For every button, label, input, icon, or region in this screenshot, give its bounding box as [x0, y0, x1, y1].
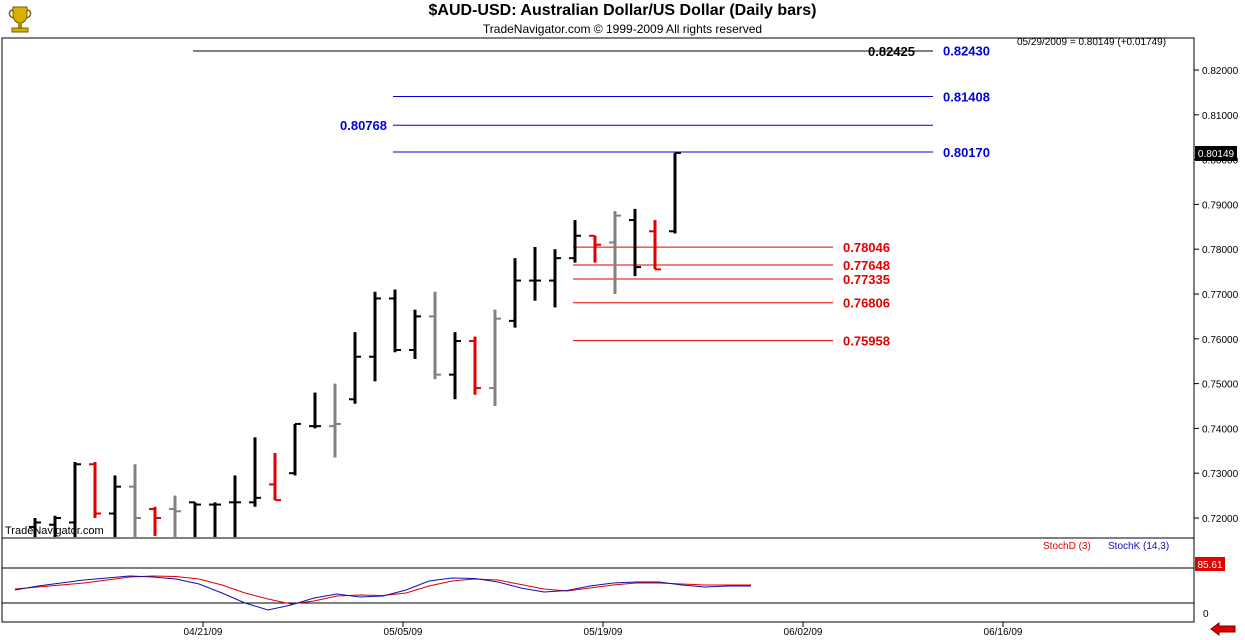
stochk-legend: StochK (14,3) [1108, 541, 1170, 552]
level-label: 0.80768 [340, 118, 387, 133]
ohlc-bar [189, 501, 201, 537]
ohlc-bar [289, 422, 301, 476]
x-tick-label: 05/05/09 [384, 627, 423, 638]
ohlc-bar [629, 208, 641, 277]
ohlc-bar [29, 518, 41, 537]
chart-subtitle: TradeNavigator.com © 1999-2009 All right… [482, 22, 763, 36]
stoch-axis-zero: 0 [1203, 609, 1209, 620]
ohlc-bar [569, 220, 581, 263]
stoch-value-label: 85.61 [1197, 560, 1222, 571]
last-price-label: 0.80149 [1198, 149, 1235, 160]
ohlc-bar [449, 332, 461, 400]
y-tick-label: 0.79000 [1202, 200, 1239, 211]
y-tick-label: 0.76000 [1202, 335, 1239, 346]
stochk-line [14, 575, 751, 611]
ohlc-bar [409, 309, 421, 359]
trophy-icon[interactable] [6, 4, 34, 34]
scroll-left-arrow-icon[interactable] [1210, 622, 1236, 636]
watermark-label: TradeNavigator.com [5, 525, 104, 537]
x-tick-label: 05/19/09 [584, 627, 623, 638]
ohlc-bar [249, 437, 261, 507]
x-tick-label: 06/02/09 [784, 627, 823, 638]
y-tick-label: 0.72000 [1202, 514, 1239, 525]
ohlc-bar [89, 462, 101, 518]
ohlc-bar [229, 475, 241, 537]
ohlc-bar [129, 464, 141, 537]
y-tick-label: 0.81000 [1202, 111, 1239, 122]
ohlc-bar [489, 309, 501, 406]
level-label: 0.82425 [868, 44, 915, 59]
level-label: 0.81408 [943, 90, 990, 105]
ohlc-bar [109, 475, 121, 537]
ohlc-bar [429, 291, 441, 380]
ohlc-bar [349, 332, 361, 404]
level-label: 0.77648 [843, 258, 890, 273]
y-tick-label: 0.78000 [1202, 245, 1239, 256]
level-label: 0.78046 [843, 240, 890, 255]
ohlc-bar [49, 515, 61, 537]
ohlc-bar [669, 151, 681, 234]
ohlc-bar [69, 462, 81, 537]
level-label: 0.77335 [843, 272, 890, 287]
ohlc-bar [209, 502, 221, 537]
ohlc-bar [369, 291, 381, 382]
stoch-value-tag [1195, 557, 1225, 571]
ohlc-bar [169, 495, 181, 537]
x-tick-label: 04/21/09 [184, 627, 223, 638]
y-tick-label: 0.82000 [1202, 66, 1239, 77]
y-tick-label: 0.73000 [1202, 469, 1239, 480]
stochd-line [14, 575, 751, 605]
ohlc-bar [389, 289, 401, 353]
ohlc-bar [509, 258, 521, 328]
price-panel-frame [1, 37, 1195, 539]
ohlc-bar [269, 453, 281, 502]
level-label: 0.75958 [843, 334, 890, 349]
price-readout: 05/29/2009 = 0.80149 (+0.01749) [1017, 37, 1167, 48]
ohlc-bar [329, 383, 341, 458]
y-tick-label: 0.74000 [1202, 424, 1239, 435]
y-tick-label: 0.75000 [1202, 380, 1239, 391]
ohlc-bar [469, 336, 481, 395]
last-price-tag [1195, 146, 1237, 161]
x-tick-label: 06/16/09 [984, 627, 1023, 638]
ohlc-bar [549, 249, 561, 308]
ohlc-bar [609, 211, 621, 294]
y-tick-label: 0.80000 [1202, 156, 1239, 167]
ohlc-bar [529, 246, 541, 301]
level-label: 0.80170 [943, 145, 990, 160]
ohlc-bar [309, 392, 321, 429]
ohlc-bar [649, 220, 661, 271]
stochd-legend: StochD (3) [1043, 541, 1091, 552]
chart-title: $AUD-USD: Australian Dollar/US Dollar (D… [428, 2, 817, 19]
y-tick-label: 0.77000 [1202, 290, 1239, 301]
ohlc-bar [149, 506, 161, 536]
level-label: 0.82430 [943, 44, 990, 59]
level-label: 0.76806 [843, 296, 890, 311]
ohlc-bar [589, 234, 601, 263]
